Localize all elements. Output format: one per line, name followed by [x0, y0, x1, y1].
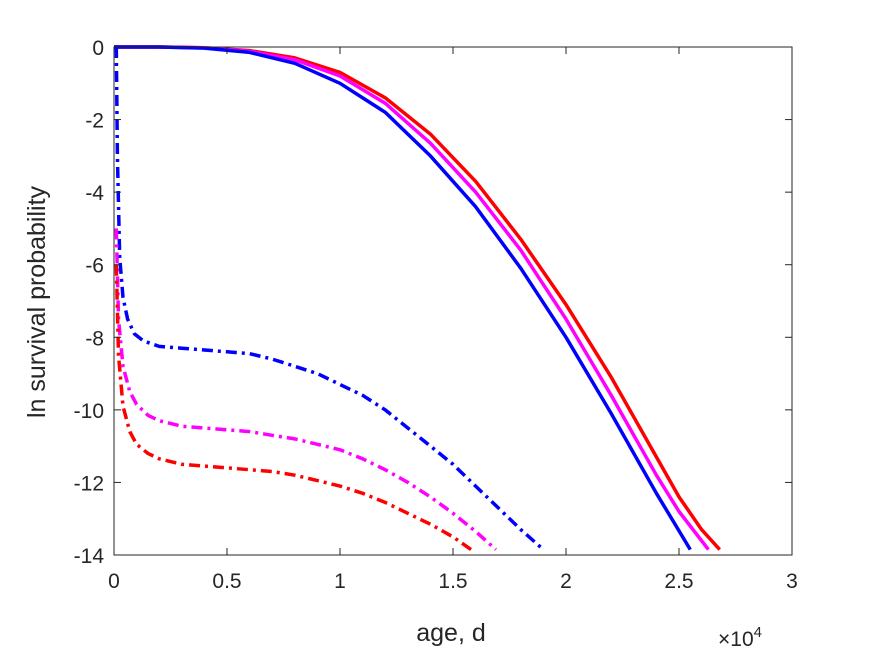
series-line-solid-1: [114, 45, 710, 551]
ticks: 0 0.5 1 1.5 2 2.5 3 0 -2 -4 -6 -8 -10 -12 -14: [74, 37, 798, 593]
y-axis-label: ln survival probability: [23, 185, 51, 418]
axes: [113, 46, 793, 556]
x-exponent-base: ×10: [718, 628, 754, 651]
y-tick-label: -2: [85, 110, 104, 133]
series-line-solid-2: [114, 45, 692, 551]
y-tick-label: -8: [85, 327, 104, 350]
y-tick-label: -10: [74, 400, 104, 423]
y-tick-label: -14: [74, 545, 105, 568]
y-tick-label: 0: [92, 37, 104, 60]
x-tick-label: 1: [334, 570, 346, 593]
x-axis-exponent: ×104: [718, 624, 762, 651]
series-line-dashdot-5: [114, 264, 473, 552]
series-line-dashdot-3: [114, 46, 545, 551]
plot-area: [114, 45, 721, 552]
x-tick-label: 3: [786, 570, 798, 593]
x-tick-label: 1.5: [438, 570, 467, 593]
series-line-dashdot-4: [114, 228, 498, 551]
x-exponent-power: 4: [754, 624, 762, 641]
x-tick-label: 0.5: [212, 570, 241, 593]
axes-frame: [113, 46, 793, 556]
y-tick-label: -12: [74, 472, 104, 495]
y-tick-label: -4: [85, 182, 104, 205]
y-tick-label: -6: [85, 255, 104, 278]
x-tick-label: 2: [560, 570, 572, 593]
x-axis-label: age, d: [416, 619, 486, 647]
x-tick-label: 0: [108, 570, 120, 593]
x-tick-label: 2.5: [664, 570, 693, 593]
series-line-solid-0: [114, 45, 721, 551]
